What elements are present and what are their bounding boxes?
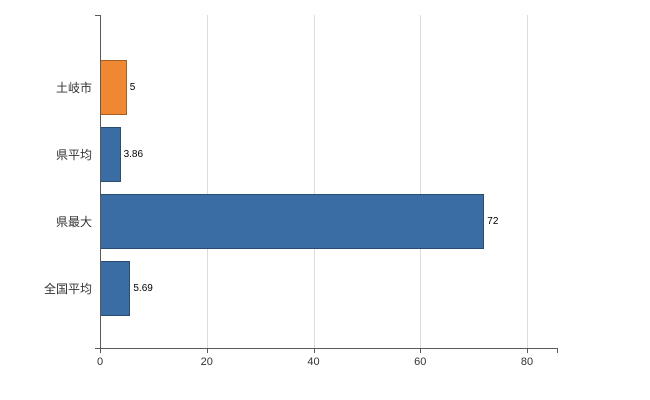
- bar-value-label: 3.86: [123, 148, 144, 160]
- x-axis-line: [95, 348, 557, 349]
- y-axis-top-tick: [95, 15, 100, 16]
- category-label: 県最大: [55, 214, 92, 229]
- bar: [100, 261, 131, 316]
- bar-value-label: 5: [129, 81, 136, 93]
- y-axis-line: [100, 15, 101, 349]
- x-axis-tick-label: 40: [307, 356, 320, 368]
- x-axis-tick-label: 0: [96, 356, 104, 368]
- category-label: 県平均: [55, 147, 92, 162]
- category-label: 土岐市: [55, 80, 92, 95]
- bar: [100, 194, 485, 249]
- grid-line: [206, 15, 208, 348]
- bar-value-label: 72: [487, 215, 499, 227]
- x-axis-tick: [100, 348, 101, 353]
- grid-line: [313, 15, 315, 348]
- plot-area: 5 3.86 72 5.69: [100, 15, 557, 348]
- x-axis-tick: [206, 348, 208, 353]
- bar: [100, 127, 121, 182]
- x-axis-end-tick: [557, 348, 558, 353]
- x-axis-tick: [527, 348, 528, 353]
- x-axis-tick-label: 20: [200, 356, 213, 368]
- grid-line: [527, 15, 528, 348]
- x-axis-tick: [313, 348, 315, 353]
- x-axis-tick-label: 60: [414, 356, 427, 368]
- x-axis-tick-label: 80: [520, 356, 534, 368]
- bar-value-label: 5.69: [133, 282, 153, 294]
- x-axis-tick: [420, 348, 422, 353]
- grid-line: [420, 15, 422, 348]
- bar: [100, 60, 127, 115]
- category-label: 全国平均: [43, 281, 92, 296]
